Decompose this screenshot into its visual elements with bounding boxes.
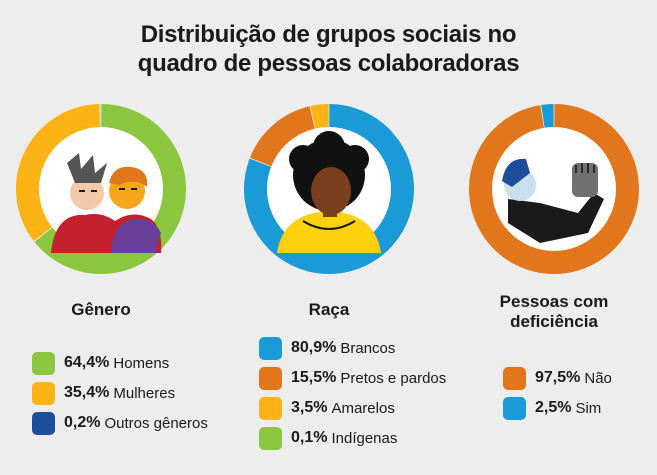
donut-chart-raca [244,103,414,274]
legend-swatch [259,396,282,420]
legend-item-nao: 97,5% Não [503,363,612,393]
legend-item-indigenas: 0,1% Indígenas [259,423,446,453]
legend-value: 64,4% [64,354,110,371]
legend-swatch [259,426,282,450]
legend-swatch [32,381,55,405]
legend-label: Brancos [340,339,396,357]
legend-value: 0,2% [64,414,101,431]
legend-label: Amarelos [331,399,395,417]
legend-value: 80,9% [291,339,337,356]
legend-value: 2,5% [535,399,572,416]
legend-label: Mulheres [113,384,176,402]
legend-swatch [32,411,55,435]
person-afro-hair-icon [267,127,391,253]
title-line-2: quadro de pessoas colaboradoras [137,50,520,77]
page-title: Distribuição de grupos sociais no quadro… [0,20,657,78]
legend-item-outros-generos: 0,2% Outros gêneros [32,408,208,438]
legend-value: 97,5% [535,369,581,386]
two-people-icon [39,127,163,253]
legend-label: Homens [113,354,170,372]
legend-item-mulheres: 35,4% Mulheres [32,378,208,408]
donut-chart-deficiencia [469,104,639,274]
legend-label: Não [584,369,612,387]
label-raca: Raça [308,300,350,319]
title-line-1: Distribuição de grupos sociais no [140,21,517,48]
legend-swatch [503,366,526,390]
ring-segments [469,104,639,274]
person-raised-fist-icon [492,127,616,251]
slice-sim [541,104,554,129]
legend-raca: 80,9% Brancos 15,5% Pretos e pardos 3,5% Amar… [259,333,446,453]
legend-label: Indígenas [331,429,398,447]
legend-label: Pretos e pardos [340,369,447,387]
label-genero: Gênero [71,300,131,319]
legend-label: Outros gêneros [104,414,208,432]
legend-value: 3,5% [291,399,328,416]
legend-swatch [503,396,526,420]
label-deficiencia: Pessoas com deficiência [499,292,609,331]
legend-genero: 64,4% Homens 35,4% Mulheres 0,2% Outros gêner… [32,348,208,438]
legend-swatch [259,366,282,390]
legend-label: Sim [575,399,602,417]
legend-swatch [32,351,55,375]
legend-swatch [259,336,282,360]
donut-chart-genero [16,104,186,274]
legend-deficiencia: 97,5% Não 2,5% Sim [503,363,612,423]
legend-item-amarelos: 3,5% Amarelos [259,393,446,423]
slice-pretos-e-pardos [249,106,316,168]
slice-amarelos [310,104,329,130]
legend-value: 15,5% [291,369,337,386]
slice-nao [469,104,639,274]
legend-item-pretos-e-pardos: 15,5% Pretos e pardos [259,363,446,393]
legend-value: 35,4% [64,384,110,401]
ring-segments [16,104,186,274]
legend-item-sim: 2,5% Sim [503,393,612,423]
legend-item-homens: 64,4% Homens [32,348,208,378]
slice-homens [34,104,186,274]
slice-mulheres [16,104,101,242]
legend-item-brancos: 80,9% Brancos [259,333,446,363]
legend-value: 0,1% [291,429,328,446]
